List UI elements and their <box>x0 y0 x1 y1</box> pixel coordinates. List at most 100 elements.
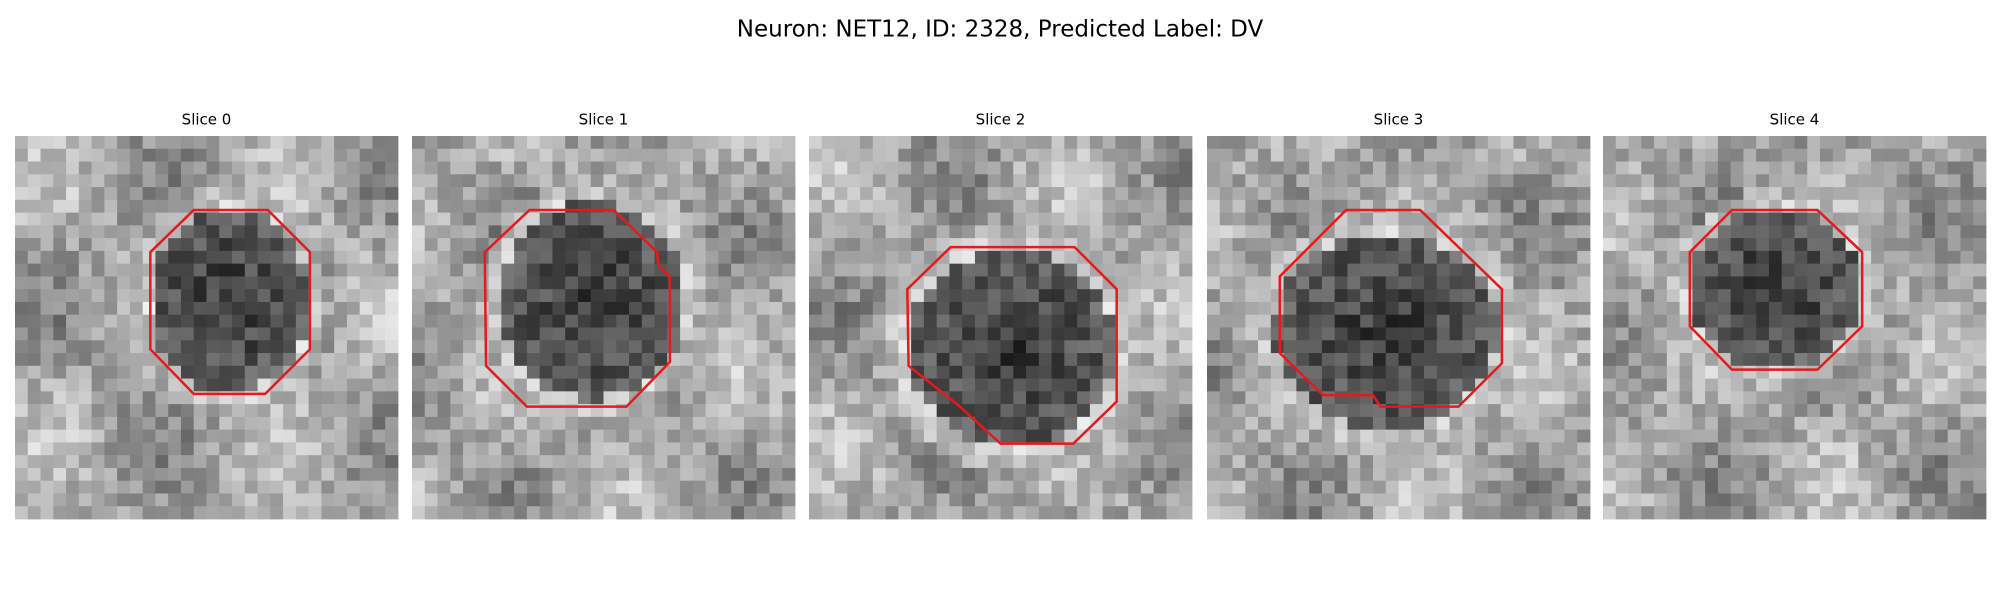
pixel <box>987 289 1001 303</box>
pixel <box>1283 340 1297 354</box>
pixel <box>1270 314 1284 328</box>
pixel <box>117 225 131 239</box>
pixel <box>962 365 976 379</box>
pixel <box>1743 442 1757 456</box>
pixel <box>1179 314 1193 328</box>
pixel <box>501 493 515 507</box>
pixel <box>450 301 464 316</box>
pixel <box>1934 250 1949 265</box>
pixel <box>1526 404 1540 418</box>
pixel <box>782 250 796 265</box>
pixel <box>782 467 796 482</box>
pixel <box>1679 506 1693 520</box>
pixel <box>1232 429 1246 443</box>
pixel <box>359 416 373 431</box>
pixel <box>308 442 322 456</box>
pixel <box>1577 493 1591 507</box>
pixel <box>1743 391 1757 405</box>
pixel <box>1232 148 1246 162</box>
pixel <box>244 136 258 150</box>
pixel <box>1934 174 1949 188</box>
pixel <box>1424 378 1438 392</box>
pixel <box>1654 225 1668 239</box>
pixel <box>270 161 284 175</box>
pixel <box>987 225 1001 239</box>
pixel <box>1064 174 1078 188</box>
pixel <box>359 391 373 405</box>
pixel <box>1245 314 1259 328</box>
pixel <box>1372 314 1387 328</box>
pixel <box>1309 353 1323 367</box>
pixel <box>232 187 246 201</box>
pixel <box>1166 238 1180 252</box>
pixel <box>117 314 131 328</box>
pixel <box>1258 404 1272 418</box>
pixel <box>1360 327 1374 341</box>
pixel <box>1896 442 1910 456</box>
pixel <box>1296 250 1310 265</box>
pixel <box>232 301 246 316</box>
pixel <box>1166 225 1180 239</box>
pixel <box>565 161 579 175</box>
pixel <box>1807 493 1821 507</box>
pixel <box>501 416 515 431</box>
pixel <box>1934 199 1949 213</box>
pixel <box>155 289 169 303</box>
pixel <box>450 429 464 443</box>
pixel <box>1398 365 1412 379</box>
pixel <box>1730 467 1744 482</box>
pixel <box>514 238 528 252</box>
pixel <box>987 238 1001 252</box>
pixel <box>232 276 246 290</box>
pixel <box>1628 148 1642 162</box>
pixel <box>731 353 745 367</box>
pixel <box>27 404 41 418</box>
pixel <box>1360 148 1374 162</box>
pixel <box>1730 480 1744 494</box>
pixel <box>923 416 938 431</box>
pixel <box>743 289 758 303</box>
pixel <box>514 250 528 265</box>
pixel <box>1628 212 1642 226</box>
pixel <box>1551 136 1565 150</box>
pixel <box>1909 493 1923 507</box>
pixel <box>206 289 220 303</box>
pixel <box>1283 442 1297 456</box>
pixel <box>1679 212 1693 226</box>
pixel <box>1896 161 1910 175</box>
pixel <box>1051 263 1065 277</box>
pixel <box>641 225 655 239</box>
pixel <box>1385 480 1399 494</box>
pixel <box>1717 314 1732 328</box>
pixel <box>1051 136 1065 150</box>
pixel <box>654 340 668 354</box>
pixel <box>283 314 297 328</box>
pixel <box>1781 212 1795 226</box>
pixel <box>385 148 399 162</box>
pixel <box>1705 353 1719 367</box>
pixel <box>295 161 310 175</box>
pixel <box>1730 276 1744 290</box>
pixel <box>962 250 976 265</box>
pixel <box>1692 301 1706 316</box>
pixel <box>743 314 758 328</box>
pixel <box>1038 212 1052 226</box>
pixel <box>1026 455 1040 469</box>
pixel <box>1089 148 1104 162</box>
pixel <box>514 174 528 188</box>
pixel <box>180 378 195 392</box>
pixel <box>872 238 886 252</box>
pixel <box>1232 391 1246 405</box>
pixel <box>1679 442 1693 456</box>
pixel <box>514 136 528 150</box>
pixel <box>180 353 195 367</box>
pixel <box>667 161 681 175</box>
pixel <box>1487 212 1502 226</box>
pixel <box>565 174 579 188</box>
pixel <box>1641 212 1655 226</box>
pixel <box>412 391 426 405</box>
pixel <box>1051 506 1065 520</box>
pixel <box>1487 225 1502 239</box>
pixel <box>1115 442 1129 456</box>
pixel <box>206 212 220 226</box>
